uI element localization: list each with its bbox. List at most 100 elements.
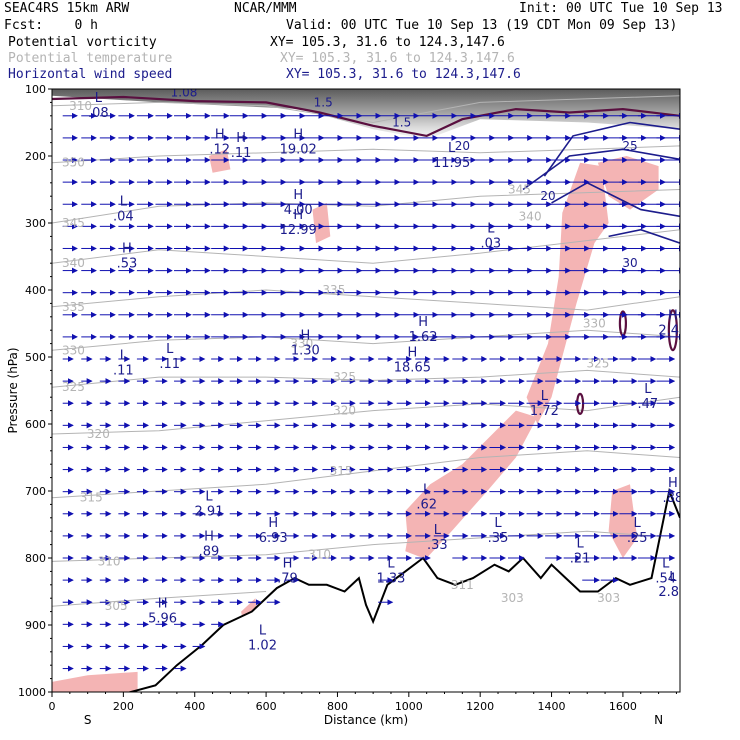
theta-contour-label: 335 — [322, 283, 345, 297]
valid-time: Valid: 00 UTC Tue 10 Sep 13 (19 CDT Mon … — [286, 18, 678, 33]
extremum-marker: L — [541, 389, 549, 404]
theta-contour-label: 330 — [290, 337, 313, 351]
extremum-value: 11.95 — [433, 156, 470, 171]
wind-contour-label: 1.00 — [438, 79, 465, 93]
extremum-marker: L — [644, 382, 652, 397]
wind-contour-label: 1.5 — [392, 116, 411, 130]
pv-shading-area — [209, 149, 231, 173]
extremum-marker: L — [662, 556, 670, 571]
extremum-marker: L — [95, 91, 103, 106]
extremum-value: 1.72 — [530, 404, 559, 419]
extremum-marker: H — [407, 345, 417, 360]
wind-contour-label: 20 — [455, 139, 470, 153]
x-tick-label: 1000 — [395, 700, 423, 713]
theta-contour-label: 320 — [87, 427, 110, 441]
pv-contour — [52, 95, 680, 138]
extremum-marker: L — [576, 536, 584, 551]
extremum-value: .79 — [277, 571, 298, 586]
y-tick-label: 200 — [25, 150, 46, 163]
wind-speed-contour — [543, 121, 680, 177]
theta-contour-label: 310 — [69, 99, 92, 113]
field-name-wind: Horizontal wind speed — [8, 67, 173, 82]
north-label: N — [654, 713, 663, 727]
extremum-marker: H — [293, 128, 303, 143]
extremum-value: 12.99 — [280, 223, 317, 238]
theta-contour — [52, 396, 680, 435]
y-tick-label: 300 — [25, 217, 46, 230]
tropopause-shading — [52, 89, 680, 140]
extremum-value: .12 — [209, 143, 230, 158]
extremum-marker: L — [669, 570, 677, 585]
extremum-value: .11 — [113, 364, 134, 379]
extremum-value: 19.02 — [280, 143, 317, 158]
y-tick-label: 1000 — [18, 686, 46, 699]
theta-contour-label: 311 — [451, 578, 474, 592]
theta-contour-label: 335 — [62, 300, 85, 314]
extremum-value: .04 — [113, 210, 134, 225]
extremum-marker: L — [634, 516, 642, 531]
theta-contour-label: 325 — [62, 380, 85, 394]
wind-speed-contour — [551, 181, 680, 218]
terrain-line — [126, 487, 680, 692]
extremum-marker: H — [236, 131, 246, 146]
extremum-marker: H — [668, 309, 678, 324]
field-xy-wind: XY= 105.3, 31.6 to 124.3,147.6 — [286, 67, 521, 82]
extremum-value: .33 — [427, 538, 448, 553]
extremum-value: 5.96 — [148, 612, 177, 627]
theta-contour — [52, 450, 680, 499]
extremum-marker: H — [300, 329, 310, 344]
theta-contour — [52, 369, 680, 388]
extremum-value: .62 — [416, 498, 437, 513]
x-axis-title: Distance (km) — [324, 713, 408, 727]
extremum-value: 1.02 — [248, 638, 277, 653]
wind-contour-label: 20 — [540, 189, 555, 203]
extremum-marker: L — [259, 623, 267, 638]
theta-contour-label: 303 — [597, 591, 620, 605]
extremum-marker: H — [204, 530, 214, 545]
theta-contour-label: 315 — [80, 491, 103, 505]
field-name-theta: Potential temperature — [8, 51, 173, 66]
theta-contour-label: 325 — [333, 370, 356, 384]
x-tick-label: 400 — [184, 700, 205, 713]
y-tick-label: 400 — [25, 284, 46, 297]
extremum-value: .11 — [159, 357, 180, 372]
extremum-value: .47 — [638, 397, 659, 412]
wind-speed-contour — [522, 148, 680, 191]
extremum-value: 6.93 — [259, 531, 288, 546]
field-name-pv: Potential vorticity — [8, 35, 157, 50]
x-tick-label: 600 — [256, 700, 277, 713]
extremum-marker: L — [448, 141, 456, 156]
theta-contour-label: 340 — [62, 256, 85, 270]
south-label: S — [84, 713, 92, 727]
extremum-value: 1.30 — [291, 344, 320, 359]
y-tick-label: 800 — [25, 552, 46, 565]
extremum-value: 1.62 — [409, 330, 438, 345]
extremum-marker: H — [122, 242, 132, 257]
model-title: SEAC4RS 15km ARW — [4, 1, 130, 16]
theta-contour — [52, 145, 680, 164]
extremum-value: 2.91 — [195, 504, 224, 519]
x-tick-label: 1600 — [609, 700, 637, 713]
x-tick-label: 1200 — [466, 700, 494, 713]
x-tick-label: 200 — [113, 700, 134, 713]
pv-contour-loop — [575, 392, 585, 415]
extremum-marker: H — [215, 128, 225, 143]
extremum-marker: H — [293, 188, 303, 203]
extremum-marker: H — [668, 476, 678, 491]
theta-contour-label: 325 — [586, 357, 609, 371]
theta-contour-label: 350 — [62, 156, 85, 170]
theta-contour-label: 330 — [583, 317, 606, 331]
wind-speed-contour — [608, 228, 680, 244]
y-tick-label: 500 — [25, 351, 46, 364]
y-tick-label: 700 — [25, 485, 46, 498]
theta-contour-label: 315 — [330, 464, 353, 478]
x-tick-label: 0 — [49, 700, 56, 713]
extremum-value: .35 — [488, 531, 509, 546]
wind-contour-label: 1.08 — [171, 85, 198, 99]
y-tick-label: 600 — [25, 418, 46, 431]
theta-contour-label: 345 — [508, 183, 531, 197]
extremum-value: .88 — [663, 491, 684, 506]
wind-contour-label: 1.5 — [314, 95, 333, 109]
theta-contour-label: 310 — [98, 554, 121, 568]
extremum-value: 2.85 — [658, 585, 687, 600]
